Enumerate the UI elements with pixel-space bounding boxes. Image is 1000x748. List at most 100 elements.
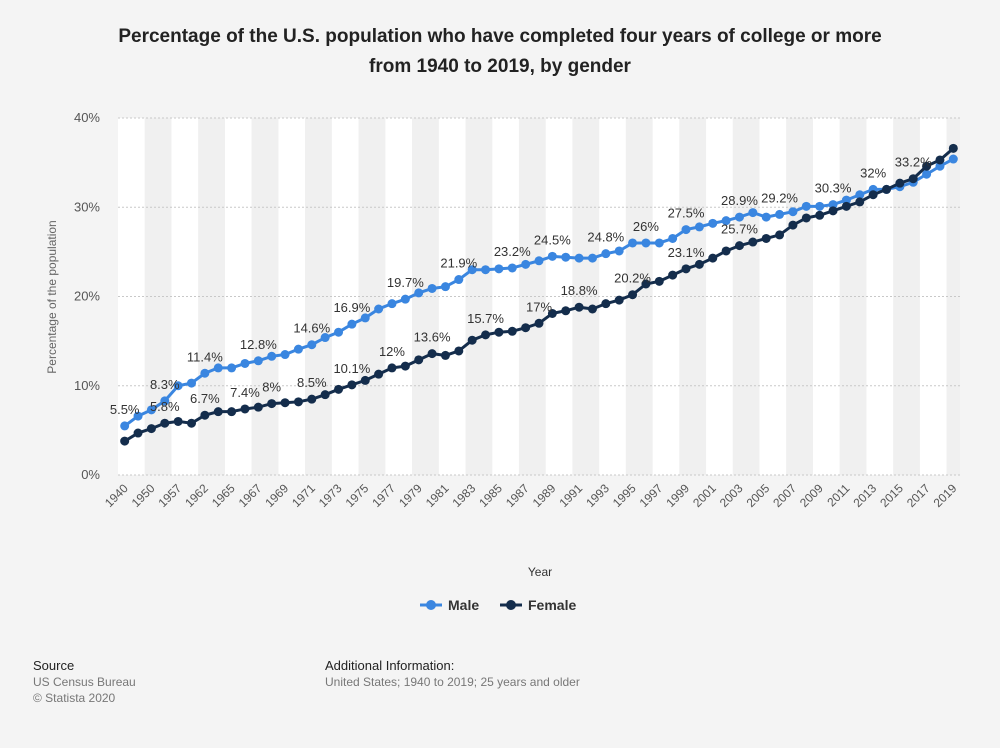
point <box>227 407 237 417</box>
point <box>561 252 571 262</box>
point <box>400 294 410 304</box>
point <box>227 363 237 373</box>
point <box>267 399 277 409</box>
point <box>280 398 290 408</box>
data-label: 13.6% <box>414 330 451 345</box>
point <box>280 350 290 360</box>
point <box>721 216 731 226</box>
data-label: 21.9% <box>440 256 477 271</box>
point <box>120 436 130 446</box>
point <box>855 197 865 207</box>
data-label: 8.3% <box>150 377 180 392</box>
point <box>908 174 918 184</box>
point <box>347 319 357 329</box>
point <box>200 410 210 420</box>
point <box>788 220 798 230</box>
point <box>628 290 638 300</box>
band <box>946 118 960 475</box>
band <box>839 118 867 475</box>
y-tick-label: 10% <box>74 378 100 393</box>
point <box>213 407 223 417</box>
point <box>574 253 584 263</box>
point <box>253 402 263 412</box>
data-label: 26% <box>633 219 659 234</box>
band <box>251 118 279 475</box>
point <box>761 233 771 243</box>
point <box>133 428 143 438</box>
point <box>146 424 156 434</box>
data-label: 19.7% <box>387 275 424 290</box>
point <box>788 207 798 217</box>
point <box>775 230 785 240</box>
point <box>187 378 197 388</box>
point <box>694 222 704 232</box>
point <box>293 397 303 407</box>
point <box>935 161 945 171</box>
point <box>828 200 838 210</box>
point <box>494 264 504 274</box>
point <box>160 418 170 428</box>
point <box>734 241 744 251</box>
point <box>881 184 891 194</box>
point <box>587 253 597 263</box>
data-label: 16.9% <box>333 300 370 315</box>
data-label: 8% <box>262 380 281 395</box>
point <box>734 212 744 222</box>
data-label: 10.1% <box>333 361 370 376</box>
data-label: 30.3% <box>815 181 852 196</box>
data-label: 8.5% <box>297 375 327 390</box>
point <box>200 368 210 378</box>
point <box>748 237 758 247</box>
point <box>387 363 397 373</box>
data-label: 18.8% <box>561 283 598 298</box>
x-axis-title: Year <box>528 565 552 579</box>
point <box>467 335 477 345</box>
point <box>467 265 477 275</box>
legend-label: Female <box>528 597 576 613</box>
data-label: 7.4% <box>230 385 260 400</box>
point <box>681 225 691 235</box>
point <box>347 380 357 390</box>
point <box>922 169 932 179</box>
point <box>374 304 384 314</box>
legend-marker <box>426 600 436 610</box>
point <box>628 238 638 248</box>
data-label: 15.7% <box>467 311 504 326</box>
point <box>173 381 183 391</box>
point <box>360 313 370 323</box>
point <box>801 201 811 211</box>
point <box>267 351 277 361</box>
point <box>481 265 491 275</box>
point <box>521 259 531 269</box>
data-label: 17% <box>526 299 552 314</box>
point <box>427 349 437 359</box>
point <box>320 390 330 400</box>
point <box>187 418 197 428</box>
point <box>507 326 517 336</box>
point <box>454 346 464 356</box>
data-label: 32% <box>860 165 886 180</box>
point <box>387 299 397 309</box>
point <box>868 190 878 200</box>
point <box>574 302 584 312</box>
point <box>334 384 344 394</box>
point <box>133 411 143 421</box>
y-tick-label: 20% <box>74 289 100 304</box>
point <box>293 344 303 354</box>
point <box>481 330 491 340</box>
point <box>414 288 424 298</box>
data-label: 25.7% <box>721 222 758 237</box>
point <box>240 358 250 368</box>
point <box>641 238 651 248</box>
point <box>668 233 678 243</box>
y-tick-label: 0% <box>81 467 100 482</box>
point <box>708 253 718 263</box>
point <box>748 208 758 218</box>
copyright: © Statista 2020 <box>33 691 116 705</box>
point <box>414 355 424 365</box>
data-label: 23.1% <box>668 245 705 260</box>
legend-marker <box>506 600 516 610</box>
point <box>521 323 531 333</box>
